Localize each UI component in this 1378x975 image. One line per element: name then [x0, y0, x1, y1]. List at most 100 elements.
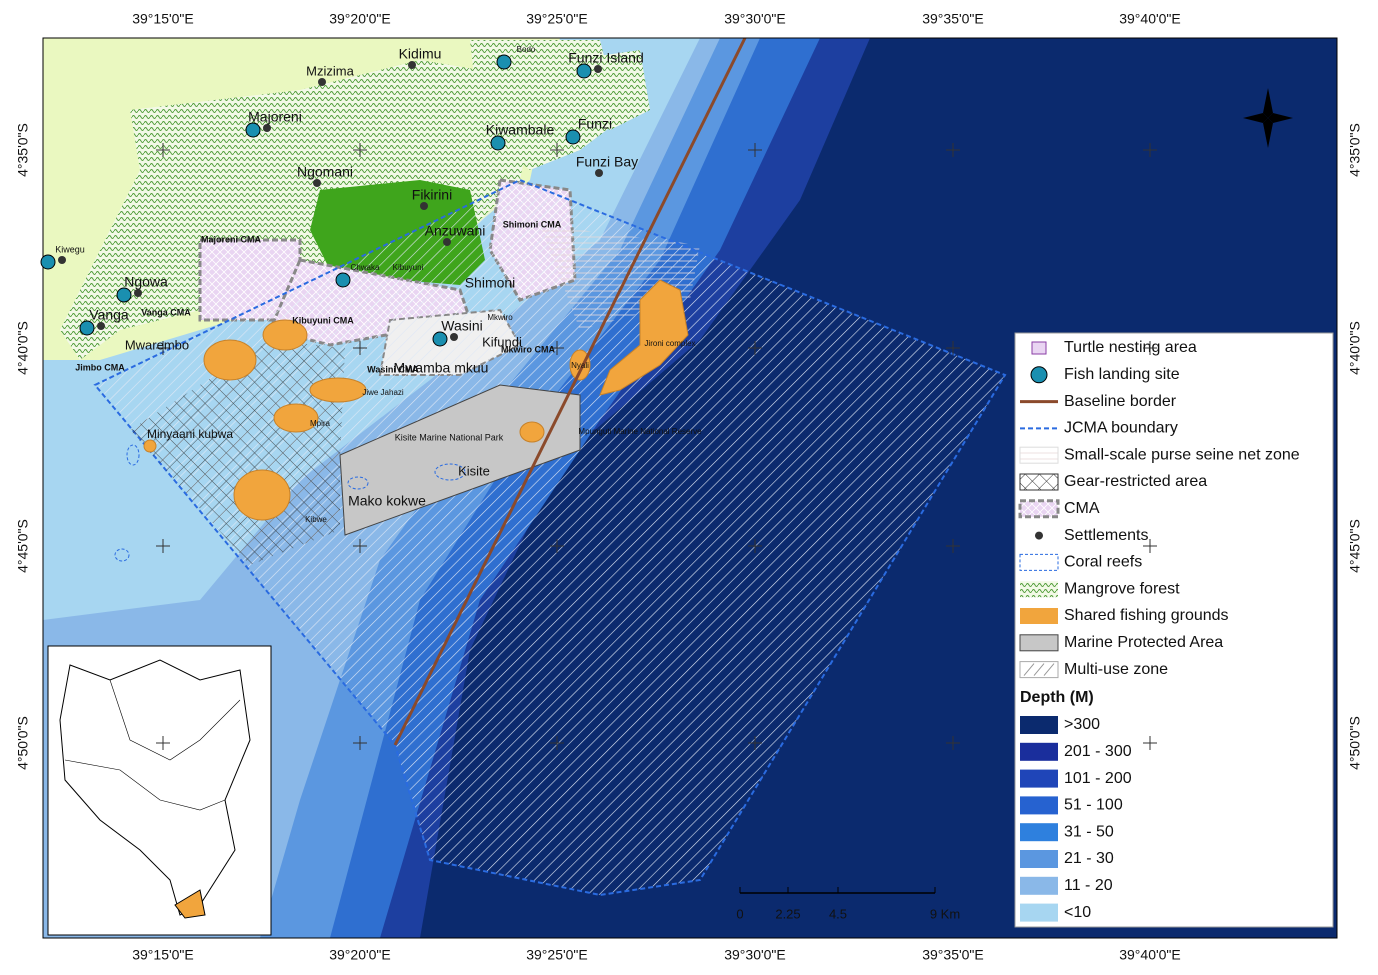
settlement-dot: [318, 78, 326, 86]
longitude-label: 39°30'0"E: [724, 947, 786, 963]
fish-landing-site: [576, 63, 592, 79]
legend-label: >300: [1064, 716, 1100, 733]
legend-symbol: [1019, 446, 1059, 464]
longitude-label: 39°40'0"E: [1119, 947, 1181, 963]
legend-label: Mangrove forest: [1064, 580, 1180, 597]
place-label: Funzi: [578, 116, 612, 132]
place-label: Majoreni: [248, 109, 302, 125]
place-label: Kisite: [458, 463, 490, 478]
legend-symbol: [1031, 341, 1047, 355]
legend-symbol: [1020, 903, 1058, 922]
fish-landing-site: [245, 122, 261, 138]
fish-landing-site: [432, 331, 448, 347]
grid-cross: [1143, 143, 1157, 157]
grid-cross: [946, 341, 960, 355]
longitude-label: 39°35'0"E: [922, 11, 984, 27]
place-label: Kifundi: [482, 334, 522, 349]
grid-cross: [748, 736, 762, 750]
latitude-label: 4°40'0"S: [1347, 321, 1363, 375]
grid-cross: [1143, 341, 1157, 355]
legend-symbol: [1020, 716, 1058, 734]
place-label: Nyali: [571, 361, 589, 370]
latitude-label: 4°35'0"S: [15, 123, 31, 177]
place-label: Funzi Island: [568, 50, 643, 66]
place-label: Chwaka: [351, 263, 380, 272]
legend-label: CMA: [1064, 500, 1100, 517]
cma-label: Shimoni CMA: [503, 219, 562, 229]
legend-symbol: [1030, 366, 1048, 384]
grid-cross: [353, 539, 367, 553]
grid-cross: [1143, 539, 1157, 553]
place-label: Ngomani: [297, 164, 353, 180]
place-label: Jiwe Jahazi: [362, 388, 404, 397]
grid-cross: [156, 736, 170, 750]
cma-label: Vanga CMA: [141, 307, 191, 317]
place-label: Mzizima: [306, 63, 354, 78]
grid-cross: [550, 736, 564, 750]
place-label: Jironi complex: [644, 339, 695, 348]
north-arrow: [1243, 88, 1293, 148]
longitude-label: 39°15'0"E: [132, 947, 194, 963]
fish-landing-site: [496, 54, 512, 70]
fish-landing-site: [490, 135, 506, 151]
legend-symbol: [1020, 769, 1058, 788]
latitude-label: 4°50'0"S: [15, 716, 31, 770]
cma-label: Wasini CMA: [367, 364, 419, 374]
longitude-label: 39°30'0"E: [724, 11, 786, 27]
legend-label: Baseline border: [1064, 393, 1177, 410]
scale-label: 4.5: [829, 906, 847, 921]
fish-landing-site: [116, 287, 132, 303]
place-label: Wasini: [441, 318, 483, 334]
longitude-label: 39°25'0"E: [526, 947, 588, 963]
latitude-label: 4°35'0"S: [1347, 123, 1363, 177]
settlement-dot: [97, 322, 105, 330]
cma-label: Majoreni CMA: [201, 234, 262, 244]
legend-symbol: [1019, 634, 1059, 652]
grid-cross: [353, 736, 367, 750]
legend-symbol: [1020, 876, 1058, 895]
settlement-dot: [408, 61, 416, 69]
longitude-label: 39°20'0"E: [329, 947, 391, 963]
legend-subtitle: Depth (M): [1020, 689, 1094, 706]
place-label: Ngowa: [124, 274, 168, 290]
place-label: Mako kokwe: [348, 493, 426, 509]
settlement-dot: [58, 256, 66, 264]
place-label: Fikirini: [412, 187, 452, 203]
cma-label: Mkwiro CMA: [501, 344, 556, 354]
grid-cross: [550, 539, 564, 553]
legend-label: 201 - 300: [1064, 743, 1132, 760]
fish-landing-site: [565, 129, 581, 145]
place-label: Mpira: [310, 419, 331, 428]
grid-cross: [550, 341, 564, 355]
place-label: Shimoni: [465, 275, 516, 291]
settlement-dot: [313, 179, 321, 187]
grid-cross: [156, 341, 170, 355]
legend-label: Shared fishing grounds: [1064, 607, 1229, 624]
grid-cross: [946, 143, 960, 157]
legend-label: Small-scale purse seine net zone: [1064, 446, 1300, 463]
grid-cross: [1143, 736, 1157, 750]
inset-map: [47, 645, 272, 936]
place-label: Kibwe: [305, 515, 327, 524]
place-label: Kidimu: [399, 46, 442, 62]
settlement-dot: [594, 65, 602, 73]
legend-label: JCMA boundary: [1064, 420, 1178, 437]
legend-symbol: [1020, 608, 1058, 624]
longitude-label: 39°25'0"E: [526, 11, 588, 27]
latitude-label: 4°40'0"S: [15, 321, 31, 375]
grid-cross: [946, 736, 960, 750]
settlement-dot: [134, 289, 142, 297]
scale-label: 2.25: [775, 906, 800, 921]
grid-cross: [353, 341, 367, 355]
legend-label: 11 - 20: [1064, 877, 1113, 894]
settlement-dot: [443, 238, 451, 246]
grid-cross: [550, 143, 564, 157]
place-label: Kiwambale: [486, 122, 555, 138]
legend-symbol: [1019, 553, 1059, 571]
place-label: Bodo: [517, 45, 536, 54]
legend-label: Coral reefs: [1064, 554, 1142, 571]
fish-landing-site: [79, 320, 95, 336]
longitude-label: 39°35'0"E: [922, 947, 984, 963]
scale-label: 0: [736, 906, 743, 921]
